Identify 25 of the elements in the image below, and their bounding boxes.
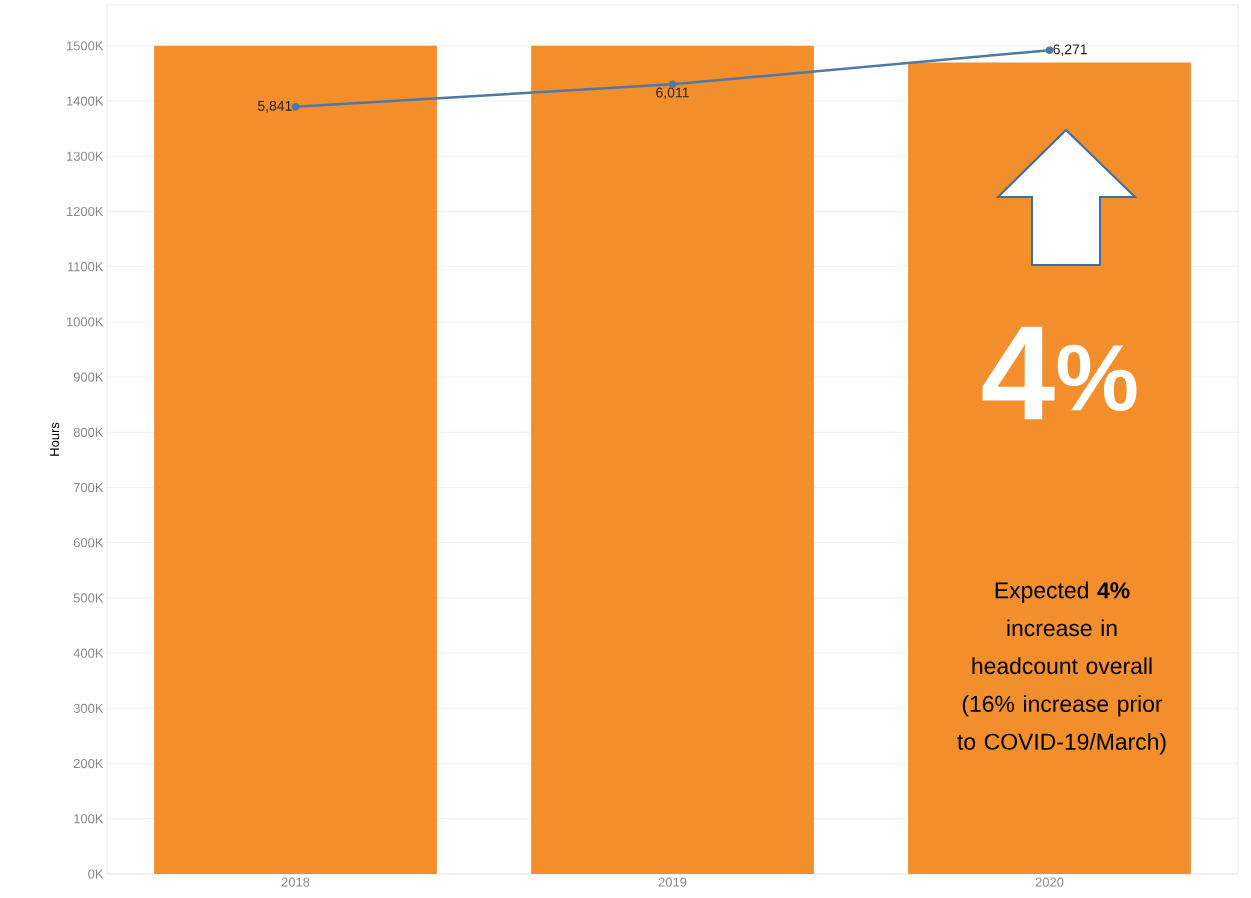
y-tick-label: 300K: [73, 703, 104, 713]
annotation: 4$^{%}$: [982, 326, 1137, 420]
y-tick-label: 1300K: [67, 151, 104, 161]
x-tick-label: 2020: [1035, 877, 1064, 887]
y-tick-label: 700K: [73, 482, 104, 493]
data-label: 6,271: [1053, 44, 1087, 56]
y-tick-label: 0K: [88, 869, 104, 879]
x-tick-label: 2019: [658, 877, 687, 887]
x-tick-label: 2018: [281, 877, 310, 887]
y-tick-label: 1200K: [67, 206, 104, 217]
y-tick-label: 1500K: [67, 41, 104, 51]
y-tick-label: 100K: [74, 814, 104, 824]
y-tick-label: 200K: [73, 758, 104, 769]
y-tick-label: 1100K: [67, 262, 104, 272]
y-tick-label: 600K: [73, 538, 104, 548]
y-tick-label: 400K: [73, 648, 104, 658]
data-label: 6,011: [656, 87, 689, 100]
data-label: 5,841: [257, 100, 292, 113]
annotation: Expected 4% increase in headcount overall (16% increase prior to COVID-19/March): [957, 581, 1166, 755]
y-tick-label: 1400K: [67, 96, 104, 106]
y-tick-label: 500K: [73, 593, 104, 603]
y-tick-label: 1000K: [67, 317, 104, 327]
y-tick-label: 800K: [73, 427, 104, 437]
y-tick-label: 900K: [73, 372, 104, 382]
y-axis-title: Hours: [50, 422, 60, 456]
